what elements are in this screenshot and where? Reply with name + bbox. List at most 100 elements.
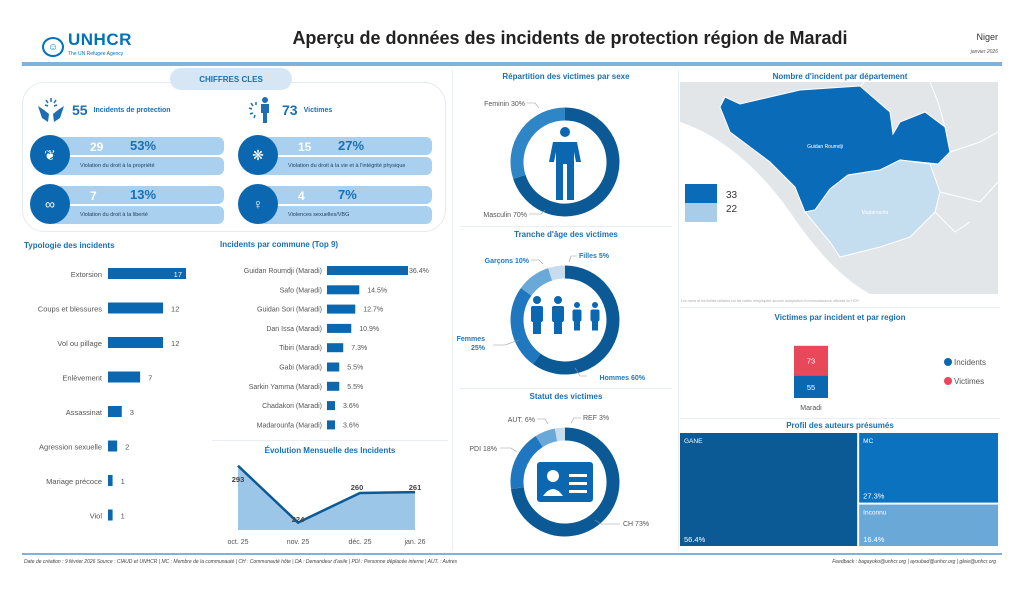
region-value-label: 55 [807, 383, 815, 392]
footer-notes: Date de création : 9 février 2026 Source… [24, 559, 458, 565]
id-card-icon [547, 470, 559, 482]
map-label-madarounfa: Madarounfa [862, 210, 889, 216]
donut-leader-line [594, 519, 620, 525]
kpi-card-count: 15 [298, 140, 312, 154]
typology-category-label: Assassinat [66, 408, 103, 417]
id-card-icon [569, 490, 587, 493]
typology-bar [108, 302, 164, 314]
typology-value-label: 2 [125, 443, 129, 452]
donut-label: PDI 18% [469, 446, 497, 453]
donut-label: Hommes 60% [599, 375, 645, 382]
hands-violence-icon: ❋ [238, 135, 278, 175]
typology-category-label: Vol ou pillage [57, 339, 102, 348]
country-label: Niger [976, 32, 998, 42]
commune-category-label: Sarkin Yamma (Maradi) [249, 384, 322, 391]
commune-value-label: 3.6% [343, 403, 359, 410]
victims-count: 73 [282, 102, 298, 118]
woman-violence-icon: ♀ [238, 184, 278, 224]
evolution-x-tick: déc. 25 [349, 539, 372, 546]
evolution-value-label: 260 [351, 483, 364, 492]
hands-burst-icon [38, 98, 64, 122]
kpi-card-property: ❦ 29 53% Violation du droit à la proprié… [30, 135, 226, 175]
kpi-card-count: 7 [90, 189, 97, 203]
donut-leader-line [529, 209, 546, 215]
donut-leader-line [527, 102, 540, 109]
commune-value-label: 5.5% [347, 384, 363, 391]
family-icon [572, 309, 582, 322]
donut-segment [510, 427, 620, 537]
kpi-card-label: Violences sexuelles/VBG [288, 212, 350, 218]
victims-total: 73 Victimes [246, 96, 332, 124]
donut-leader-line [493, 339, 520, 346]
hands-family-icon: ❦ [30, 135, 70, 175]
key-figures-label: CHIFFRES CLES [170, 68, 292, 90]
donut-label: Masculin 70% [483, 212, 527, 219]
typology-value-label: 1 [121, 512, 125, 521]
typology-category-label: Viol [90, 512, 103, 521]
donut-label: Feminin 30% [484, 101, 525, 108]
treemap-value-label: 56.4% [684, 535, 706, 544]
divider [680, 307, 1000, 308]
donut-segment [520, 268, 553, 296]
family-icon [554, 296, 562, 304]
family-icon [533, 322, 541, 334]
evolution-x-tick: nov. 25 [287, 539, 310, 546]
commune-value-label: 10.9% [359, 326, 379, 333]
evolution-value-label: 224 [292, 515, 305, 524]
evolution-x-tick: jan. 26 [403, 539, 425, 546]
commune-bar [327, 343, 344, 353]
donut-segment [554, 427, 566, 442]
commune-bar [327, 420, 336, 430]
typology-value-label: 7 [148, 374, 152, 383]
map-region-guidan-roumdji[interactable] [719, 85, 951, 213]
divider [680, 418, 1000, 419]
department-map: Guidan Roumdji Madarounfa 33 22 [680, 82, 998, 294]
donut-segment [535, 428, 558, 448]
kpi-card-label: Violation du droit à la liberté [80, 212, 148, 218]
typology-bar [108, 475, 113, 486]
evolution-value-label: 261 [409, 483, 422, 492]
treemap-cell [859, 433, 998, 503]
family-icon [574, 321, 580, 331]
evolution-chart: 293 224 260 261 oct. 25 nov. 25 déc. 25 jan. 26 [227, 464, 426, 546]
victims-label: Victimes [303, 106, 333, 114]
footer-feedback: Feedback : bagayoko@unhcr.org | ayoubad@… [832, 559, 996, 565]
donut-label: CH 73% [623, 521, 649, 528]
commune-value-label: 12.7% [363, 307, 383, 314]
region-bar-victims [794, 345, 828, 376]
kpi-card-count: 4 [298, 189, 305, 203]
typology-bar [108, 406, 122, 417]
header-divider [22, 62, 1002, 66]
typology-category-label: Agression sexuelle [39, 443, 102, 452]
family-icon [552, 306, 564, 322]
donut-label: AUT. 6% [508, 417, 535, 424]
map-region-madarounfa[interactable] [804, 159, 941, 258]
commune-value-label: 7.3% [351, 345, 367, 352]
kpi-card-label: Violation du droit à la propriété [80, 163, 155, 169]
commune-value-label: 3.6% [343, 422, 359, 429]
map-outside-area [680, 122, 870, 294]
commune-bar [327, 323, 352, 333]
sex-title: Répartition des victimes par sexe [502, 72, 630, 81]
commune-bar [327, 285, 360, 295]
typology-category-label: Extorsion [71, 270, 102, 279]
legend-dot [944, 377, 952, 385]
legend-label: Victimes [954, 377, 984, 386]
commune-bar [327, 401, 336, 411]
sex-donut: Masculin 70% Feminin 30% [483, 101, 620, 219]
logo-subtitle: The UN Refugee Agency [68, 51, 124, 57]
typology-bar [108, 509, 113, 521]
id-card-icon [543, 489, 563, 496]
typology-value-label: 17 [174, 270, 182, 279]
donut-leader-line [568, 255, 577, 263]
treemap-value-label: 27.3% [863, 492, 885, 501]
typology-value-label: 12 [171, 305, 179, 314]
commune-category-label: Guidan Roumdji (Maradi) [244, 268, 322, 275]
region-chart-title: Victimes par incident et par region [774, 313, 906, 322]
page-title: Aperçu de données des incidents de prote… [292, 28, 848, 48]
treemap-category-label: GANE [684, 438, 703, 445]
treemap-category-label: MC [863, 438, 873, 445]
commune-category-label: Madarounfa (Maradi) [257, 422, 322, 429]
typology-value-label: 1 [121, 477, 125, 486]
commune-category-label: Safo (Maradi) [280, 287, 322, 294]
